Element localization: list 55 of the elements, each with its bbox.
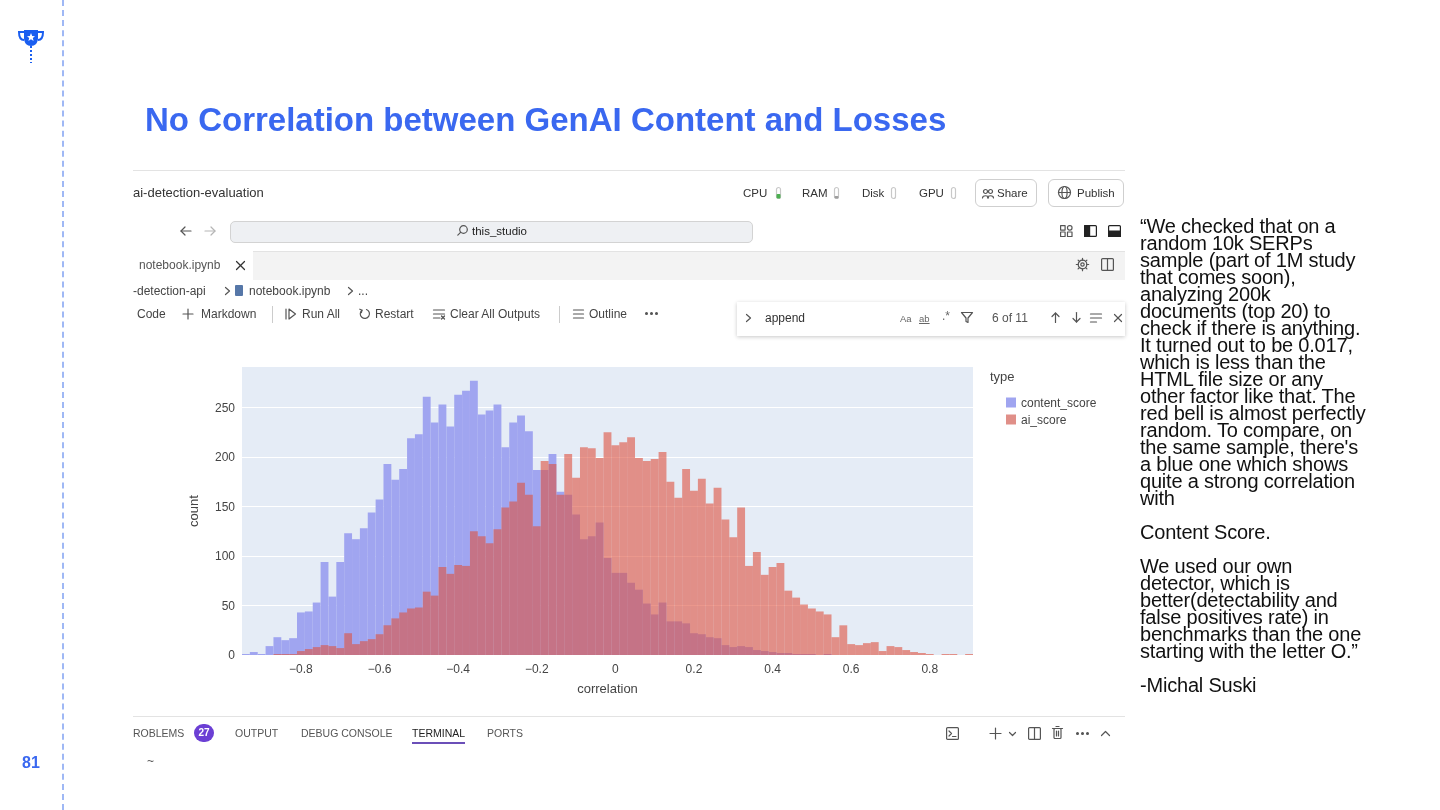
x-axis-title: correlation — [577, 681, 638, 696]
text: RAM — [802, 186, 828, 200]
y-tick-label: 150 — [214, 499, 236, 514]
text: this_studio — [472, 224, 527, 238]
y-tick-label: 250 — [214, 400, 236, 415]
y-tick-label: 0 — [228, 648, 236, 662]
text: notebook.ipynb — [249, 284, 331, 299]
text: Restart — [375, 307, 414, 322]
x-tick-label: 0 — [612, 662, 620, 676]
text: “We checked that on a random 10k SERPs sample (part of 1M study that comes soon), analyzing 200k documents (top 20) to check if there is anything. It turned out to be 0.017, which is less than the HTML file size or any other factor like that. The red bell is almost perfectly random. To compare, on the same sample, there's a blue one which shows quite a strong correlation with — [1140, 215, 1366, 509]
text: Markdown — [201, 307, 257, 322]
text: TERMINAL — [412, 727, 466, 740]
text: ab — [919, 313, 930, 325]
text: notebook.ipynb — [139, 258, 221, 273]
text: CPU — [743, 186, 768, 200]
x-tick-label: 0.4 — [764, 662, 782, 676]
text: Outline — [589, 307, 628, 322]
text: ... — [358, 284, 369, 299]
chart-title: No Correlation between GenAI Content and Losses — [145, 100, 947, 140]
text: Publish — [1077, 186, 1115, 200]
text: -detection-api — [133, 284, 206, 299]
text: PORTS — [487, 727, 523, 740]
text: Disk — [862, 186, 885, 200]
legend-label: content_score — [1021, 395, 1097, 410]
x-tick-label: 0.8 — [921, 662, 939, 676]
y-axis-title: count — [186, 494, 201, 527]
y-tick-label: 100 — [214, 549, 236, 564]
legend-label: ai_score — [1021, 412, 1067, 427]
x-tick-label: −0.8 — [289, 662, 314, 676]
text: Content Score. — [1140, 521, 1272, 543]
y-tick-label: 200 — [214, 450, 236, 465]
text: We used our own detector, which is better(detectability and false positives rate) in benchmarks than the one starting with the letter O.” — [1140, 555, 1363, 662]
x-tick-label: −0.2 — [524, 662, 549, 676]
legend-title: type — [990, 369, 1015, 384]
text: 81 — [22, 753, 40, 772]
text: Run All — [302, 307, 341, 322]
text: -Michal Suski — [1140, 674, 1258, 696]
text: ~ — [147, 754, 155, 769]
x-tick-label: −0.6 — [367, 662, 392, 676]
text: 6 of 11 — [992, 311, 1028, 326]
text: ROBLEMS — [133, 727, 185, 740]
text: GPU — [919, 186, 944, 200]
x-tick-label: 0.6 — [842, 662, 860, 676]
x-tick-label: −0.4 — [446, 662, 471, 676]
text: append — [765, 311, 806, 326]
y-tick-label: 50 — [221, 598, 236, 613]
text: Code — [137, 307, 166, 322]
text: ai-detection-evaluation — [133, 185, 264, 201]
text: Aa — [900, 313, 912, 325]
text: Clear All Outputs — [450, 307, 541, 322]
text: .* — [942, 309, 951, 324]
text: Share — [997, 186, 1028, 200]
text: OUTPUT — [235, 727, 279, 740]
text: DEBUG CONSOLE — [301, 727, 393, 740]
x-tick-label: 0.2 — [685, 662, 703, 676]
